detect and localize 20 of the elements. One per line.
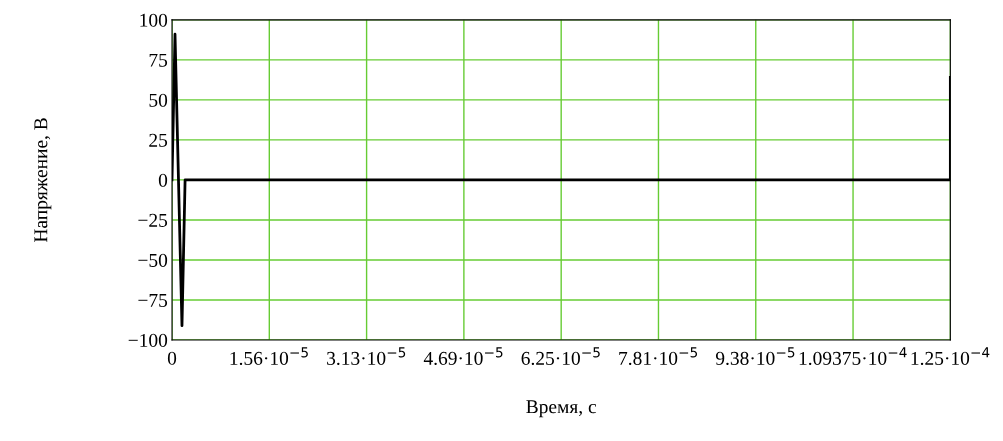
- x-axis-title: Время, с: [526, 400, 597, 418]
- x-tick-label: 7.81·10$^{−5}$: [619, 347, 698, 366]
- y-tick-label: 25: [149, 133, 168, 147]
- x-tick-label: 6.25·10$^{−5}$: [521, 347, 600, 366]
- y-tick-label: −100: [128, 333, 168, 347]
- y-tick-label: −50: [138, 253, 168, 267]
- x-tick-label: 9.38·10$^{−5}$: [715, 347, 795, 366]
- x-tick-label: 1.09375·10$^{−4}$: [799, 347, 907, 366]
- x-tick-label: 1.56·10$^{−5}$: [230, 347, 308, 366]
- y-tick-label: 50: [149, 93, 168, 107]
- x-tick-label: 4.69·10$^{−5}$: [423, 347, 503, 366]
- x-tick-label: 0: [167, 351, 177, 365]
- y-tick-label: 0: [158, 173, 168, 187]
- y-tick-label: 100: [140, 13, 168, 27]
- x-tick-label: 1.25·10$^{−4}$: [911, 347, 990, 366]
- y-tick-label: −75: [138, 294, 168, 307]
- y-tick-label: −25: [138, 213, 168, 227]
- x-tick-label: 3.13·10$^{−5}$: [327, 347, 406, 366]
- y-axis-title: Напряжение, В: [34, 118, 52, 243]
- y-tick-label: 75: [149, 53, 168, 67]
